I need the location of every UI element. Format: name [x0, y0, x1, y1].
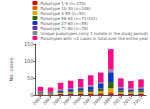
svg-text:2009: 2009 — [102, 95, 113, 106]
svg-text:50: 50 — [27, 75, 33, 81]
svg-text:2012: 2012 — [132, 95, 143, 106]
svg-text:2002: 2002 — [32, 95, 43, 106]
svg-text:2003: 2003 — [42, 95, 53, 106]
svg-text:Pulsotype 4-55 (n=52): Pulsotype 4-55 (n=52) — [40, 10, 86, 16]
svg-text:Pulsotype 56-64 (n=71/101): Pulsotype 56-64 (n=71/101) — [40, 15, 98, 21]
svg-text:2006: 2006 — [72, 95, 83, 106]
svg-text:2007: 2007 — [82, 95, 93, 106]
svg-text:150: 150 — [24, 41, 34, 47]
svg-text:2011: 2011 — [122, 95, 133, 106]
svg-text:100: 100 — [24, 58, 34, 64]
svg-text:Pulsotype 27-60 (n=55): Pulsotype 27-60 (n=55) — [40, 20, 89, 26]
svg-text:Pulsotype 1-9 (n=170): Pulsotype 1-9 (n=170) — [40, 0, 86, 6]
svg-text:2004: 2004 — [52, 95, 63, 106]
svg-text:Pulsotype 10-30 (n=108): Pulsotype 10-30 (n=108) — [40, 5, 91, 11]
svg-text:Unique pulsotypes (only 1 isol: Unique pulsotypes (only 1 isolate in the… — [40, 30, 148, 36]
svg-text:Pulsotype 71-80 (n=78): Pulsotype 71-80 (n=78) — [40, 25, 89, 31]
svg-text:0: 0 — [30, 92, 33, 98]
svg-text:2005: 2005 — [62, 95, 73, 106]
svg-text:Pulsotypes with >2 cases in to: Pulsotypes with >2 cases in total over t… — [40, 36, 148, 41]
svg-text:2008: 2008 — [92, 95, 103, 106]
svg-text:No. cases: No. cases — [8, 57, 14, 81]
svg-text:2010: 2010 — [112, 95, 123, 106]
